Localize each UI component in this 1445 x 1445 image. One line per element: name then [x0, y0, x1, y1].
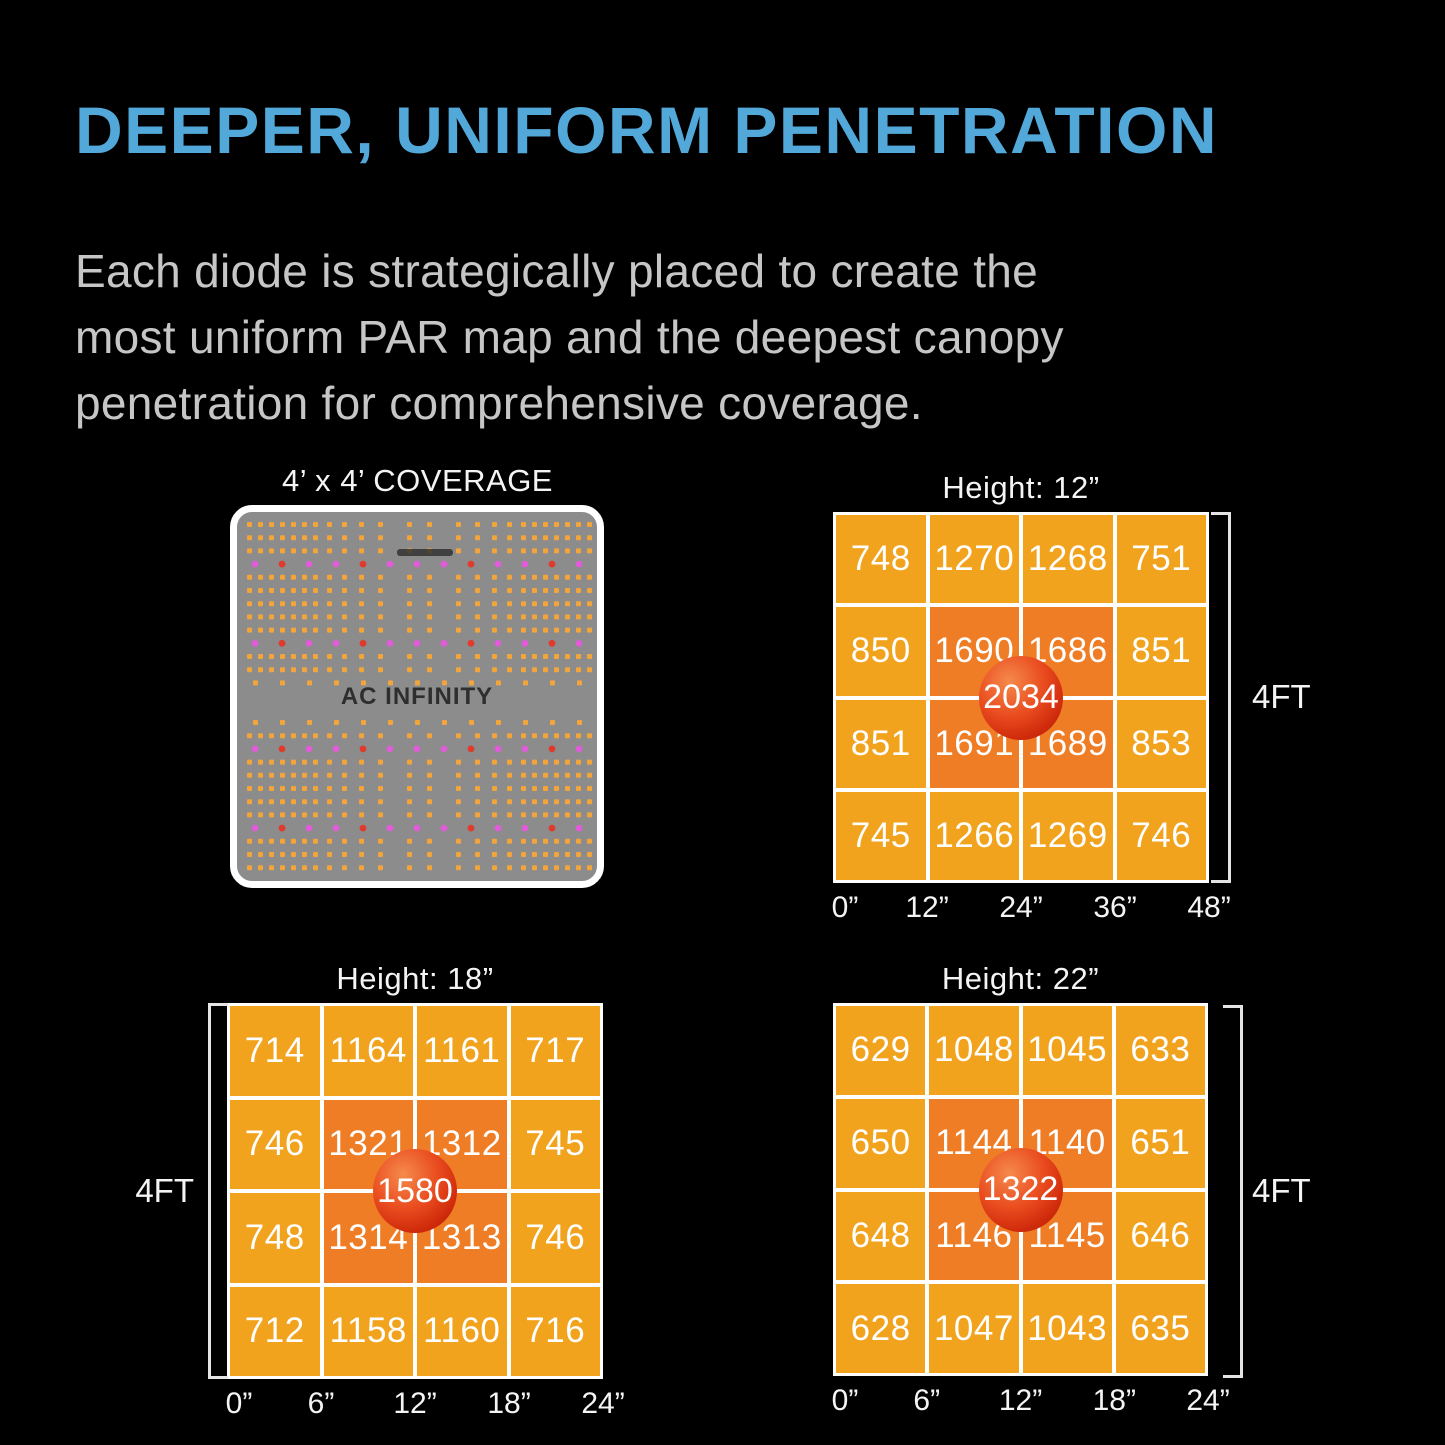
- axis-tick-label: 12”: [998, 1384, 1043, 1417]
- par-cell: 853: [1116, 699, 1206, 788]
- x-axis: 0” 6” 12” 18” 24”: [831, 1376, 1230, 1417]
- par-cell: 1160: [417, 1286, 507, 1376]
- par-cell: 1158: [323, 1286, 413, 1376]
- par-cell: 651: [1115, 1098, 1205, 1188]
- par-cell: 850: [836, 607, 926, 696]
- par-cell: 1689: [1023, 699, 1113, 788]
- axis-tick-label: 6”: [307, 1387, 335, 1420]
- axis-tick-label: 36”: [1093, 891, 1137, 924]
- par-cell: 745: [510, 1099, 600, 1189]
- panel-title: Height: 18”: [336, 961, 494, 996]
- par-cell: 746: [510, 1193, 600, 1283]
- page-title: DEEPER, UNIFORM PENETRATION: [75, 93, 1219, 167]
- axis-tick-label: 6”: [913, 1384, 941, 1417]
- x-axis: 0” 12” 24” 36” 48”: [831, 883, 1231, 924]
- par-cell: 714: [230, 1006, 320, 1096]
- par-cell: 751: [1116, 515, 1206, 604]
- par-cell: 716: [510, 1286, 600, 1376]
- description-line: most uniform PAR map and the deepest can…: [75, 311, 1064, 363]
- board-logo-mark: [397, 549, 453, 556]
- axis-tick-label: 0”: [831, 1384, 859, 1417]
- par-cell: 635: [1115, 1284, 1205, 1373]
- description-line: penetration for comprehensive coverage.: [75, 377, 923, 429]
- par-cell: 712: [230, 1286, 320, 1376]
- par-cell: 628: [836, 1284, 926, 1373]
- axis-tick-label: 24”: [581, 1387, 625, 1420]
- par-cell: 646: [1115, 1191, 1205, 1281]
- par-cell: 1043: [1022, 1284, 1112, 1373]
- axis-tick-label: 12”: [905, 891, 949, 924]
- brand-label: AC INFINITY: [340, 683, 494, 710]
- par-grid: 629 1048 1045 633 650 1144 1140 651 648 1146 1145 6…: [833, 1003, 1208, 1376]
- par-cell: 748: [836, 515, 926, 604]
- par-cell: 1161: [417, 1006, 507, 1096]
- par-grid: 714 1164 1161 717 746 1321 1312 745 748 1314 1313 7…: [227, 1003, 603, 1379]
- par-map-panel-height-18: Height: 18” 714 1164 1161 717 746 1321 1312 745…: [135, 953, 625, 1423]
- par-cell: 633: [1115, 1006, 1205, 1095]
- panel-title: Height: 12”: [942, 470, 1100, 505]
- page-description: Each diode is strategically placed to cr…: [75, 238, 1064, 436]
- axis-tick-label: 48”: [1187, 891, 1231, 924]
- axis-tick-label: 0”: [831, 891, 859, 924]
- height-dimension-label: 4FT: [1252, 1172, 1311, 1209]
- height-dimension-label: 4FT: [1252, 678, 1311, 715]
- axis-tick-label: 0”: [225, 1387, 253, 1420]
- height-dimension-label: 4FT: [135, 1172, 194, 1209]
- par-cell: 1313: [417, 1193, 507, 1283]
- par-cell: 851: [1116, 607, 1206, 696]
- par-cell: 746: [230, 1099, 320, 1189]
- par-grid: 748 1270 1268 751 850 1690 1686 851 851 1691 1689 8…: [833, 512, 1209, 883]
- par-cell: 717: [510, 1006, 600, 1096]
- par-cell: 1266: [929, 791, 1019, 880]
- par-cell: 648: [836, 1191, 926, 1281]
- axis-tick-label: 18”: [487, 1387, 531, 1420]
- panel-title: Height: 22”: [941, 961, 1100, 996]
- par-cell: 1269: [1023, 791, 1113, 880]
- par-cell: 1164: [323, 1006, 413, 1096]
- par-map-panel-height-22: Height: 22” 629 1048 1045 633 650 1144 1140 651…: [831, 953, 1311, 1423]
- led-diode-array: [247, 522, 592, 871]
- center-par-value-ball: 1580: [373, 1149, 457, 1233]
- par-cell: 851: [836, 699, 926, 788]
- dimension-bracket: [1223, 1005, 1243, 1378]
- par-map-panel-height-12: Height: 12” 748 1270 1268 751 850 1690 1686 851…: [831, 462, 1311, 924]
- par-cell: 1270: [929, 515, 1019, 604]
- axis-tick-label: 24”: [999, 891, 1043, 924]
- par-cell: 629: [836, 1006, 926, 1095]
- dimension-bracket: [208, 1003, 228, 1379]
- axis-tick-label: 12”: [393, 1387, 437, 1420]
- dimension-bracket: [1211, 512, 1231, 883]
- par-cell: 1047: [929, 1284, 1019, 1373]
- panel-title: 4’ x 4’ COVERAGE: [281, 463, 553, 498]
- par-cell: 1268: [1023, 515, 1113, 604]
- axis-tick-label: 18”: [1092, 1384, 1136, 1417]
- par-cell: 748: [230, 1193, 320, 1283]
- par-cell: 1048: [929, 1006, 1019, 1095]
- center-par-value-ball: 2034: [979, 655, 1063, 740]
- par-cell: 1312: [417, 1099, 507, 1189]
- par-cell: 746: [1116, 791, 1206, 880]
- x-axis: 0” 6” 12” 18” 24”: [225, 1379, 625, 1420]
- description-line: Each diode is strategically placed to cr…: [75, 245, 1039, 297]
- axis-tick-label: 24”: [1186, 1384, 1230, 1417]
- par-cell: 1045: [1022, 1006, 1112, 1095]
- par-cell: 650: [836, 1098, 926, 1188]
- coverage-board-panel: 4’ x 4’ COVERAGE AC INFINITY: [230, 455, 605, 890]
- par-cell: 745: [836, 791, 926, 880]
- center-par-value-ball: 1322: [978, 1147, 1063, 1232]
- led-board: AC INFINITY: [230, 505, 604, 888]
